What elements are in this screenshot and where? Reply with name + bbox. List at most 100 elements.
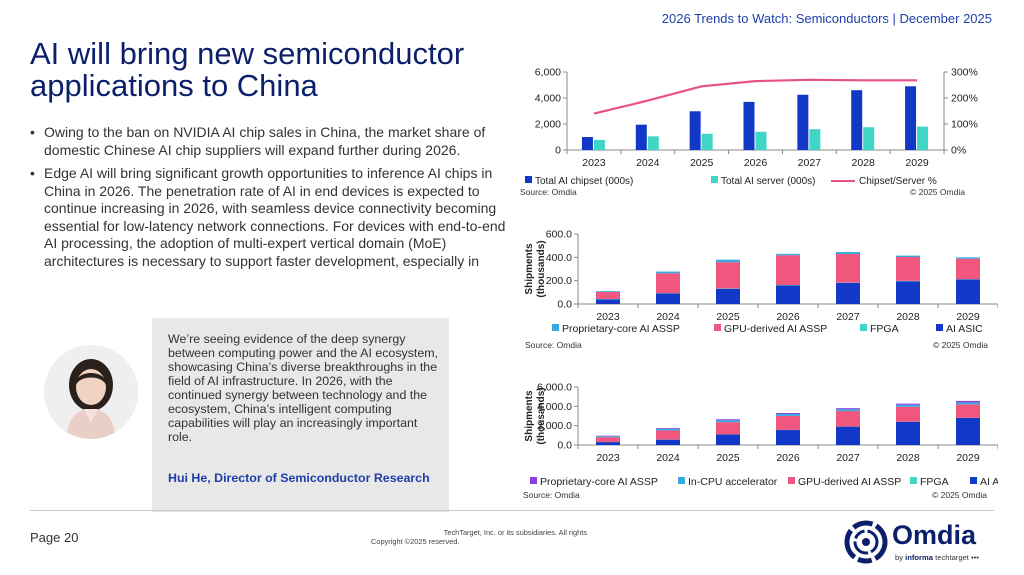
chart-ai-chipset-vs-server: 0 2,000 4,000 6,000 2023 2024 2025 2026 2027 2028…	[525, 67, 978, 187]
stacked-bar-segment	[716, 419, 740, 421]
stacked-bar-segment	[836, 283, 860, 304]
legend-label: In-CPU accelerator	[688, 476, 778, 488]
stacked-bar-segment	[716, 420, 740, 423]
y-tick-label: 200.0	[546, 275, 572, 287]
copyright-line: TechTarget, Inc. or its subsidiaries. Al…	[443, 528, 587, 537]
legend-label: Proprietary-core AI ASSP	[540, 476, 658, 488]
stacked-bar-segment	[656, 271, 680, 274]
stacked-bar-segment	[896, 403, 920, 405]
logo-wordmark: Omdia	[892, 520, 977, 550]
stacked-bar-segment	[656, 430, 680, 440]
stacked-bar-segment	[776, 413, 800, 414]
stacked-bar-segment	[656, 428, 680, 429]
legend-swatch	[910, 477, 917, 484]
legend-swatch	[678, 477, 685, 484]
x-tick-label: 2027	[798, 157, 822, 169]
y-axis-title-line: Shipments	[524, 390, 535, 442]
stacked-bar-segment	[896, 255, 920, 257]
bar-ai-chipset	[689, 111, 701, 150]
bar-ai-chipset	[851, 90, 863, 150]
stacked-bar-segment	[716, 422, 740, 435]
stacked-bar-segment	[956, 279, 980, 304]
legend-label: Total AI server (000s)	[721, 176, 815, 187]
x-tick-label: 2024	[656, 452, 680, 464]
bullet-marker: •	[30, 124, 35, 140]
legend-label: GPU-derived AI ASSP	[798, 476, 901, 488]
y-tick-label: 6,000.0	[537, 382, 572, 394]
x-tick-label: 2029	[956, 452, 980, 464]
chart3-source: Source: Omdia	[523, 490, 580, 500]
y-tick-label: 2,000.0	[537, 420, 572, 432]
report-header: 2026 Trends to Watch: Semiconductors | D…	[661, 11, 992, 26]
stacked-bar-segment	[956, 400, 980, 403]
y-tick-label: 4,000	[535, 93, 561, 105]
y2-tick-label: 0%	[951, 145, 966, 157]
quote-text: We’re seeing evidence of the deep synerg…	[168, 332, 438, 444]
bar-ai-server	[917, 126, 929, 150]
stacked-bar-segment	[836, 411, 860, 427]
line-chipset-server-ratio	[593, 78, 918, 115]
stacked-bar-segment	[656, 293, 680, 304]
bullet-item: • Owing to the ban on NVIDIA AI chip sale…	[30, 124, 515, 159]
stacked-bar-segment	[836, 408, 860, 410]
y-axis-title: Shipments (thousands)	[524, 240, 547, 297]
y-tick-label: 6,000	[535, 67, 561, 79]
stacked-bar-segment	[896, 404, 920, 407]
stacked-bar-segment	[596, 291, 620, 292]
y-tick-label: 0	[555, 145, 561, 157]
x-tick-label: 2028	[896, 311, 920, 323]
stacked-bar-segment	[596, 291, 620, 299]
legend-label: AI ASIC	[946, 323, 983, 335]
chart2-source: Source: Omdia	[525, 340, 582, 350]
chart2-copyright: © 2025 Omdia	[933, 340, 988, 350]
stacked-bar-segment	[896, 281, 920, 304]
bullet-text: Owing to the ban on NVIDIA AI chip sales…	[44, 124, 486, 158]
bar-ai-chipset	[743, 101, 755, 150]
footer-divider	[30, 510, 994, 511]
y2-tick-label: 300%	[951, 67, 978, 79]
chart-shipments-3: 0.0 2,000.0 4,000.0 6,000.0 2023 2024 2025 2026…	[524, 382, 998, 488]
bar-ai-server	[809, 129, 821, 150]
x-tick-label: 2029	[956, 311, 980, 323]
bullet-text: Edge AI will bring significant growth op…	[44, 165, 506, 269]
stacked-bar-segment	[836, 426, 860, 445]
stacked-bar-segment	[896, 421, 920, 445]
x-tick-label: 2025	[716, 452, 740, 464]
stacked-bar-segment	[596, 299, 620, 304]
stacked-bar-segment	[956, 402, 980, 405]
stacked-bar-segment	[596, 437, 620, 443]
stacked-bar-segment	[896, 256, 920, 281]
slide-title: AI will bring new semiconductor applicat…	[30, 36, 465, 103]
bullet-item: • Edge AI will bring significant growth o…	[30, 165, 515, 270]
x-tick-label: 2024	[656, 311, 680, 323]
stacked-bar-segment	[776, 413, 800, 416]
chart1-copyright: © 2025 Omdia	[910, 187, 965, 197]
stacked-bar-segment	[716, 262, 740, 289]
stacked-bar-segment	[596, 442, 620, 445]
stacked-bar-segment	[776, 255, 800, 285]
logo-tagline-prefix: by	[895, 553, 906, 562]
stacked-bar-segment	[776, 430, 800, 445]
x-tick-label: 2025	[690, 157, 714, 169]
bar-ai-chipset	[581, 137, 593, 150]
y2-tick-label: 200%	[951, 93, 978, 105]
legend-label: GPU-derived AI ASSP	[724, 323, 827, 335]
y2-tick-label: 100%	[951, 119, 978, 131]
chart1-source: Source: Omdia	[520, 187, 577, 197]
y-axis-title-line: (thousands)	[536, 240, 547, 297]
stacked-bar-segment	[956, 257, 980, 259]
legend-swatch	[552, 324, 559, 331]
chart-shipments-2: 0.0 200.0 400.0 600.0 2023 2024 2025 2026 2027 20…	[524, 229, 998, 335]
y-axis-title: Shipments (thousands)	[524, 387, 547, 444]
stacked-bar-segment	[776, 285, 800, 304]
x-tick-label: 2029	[905, 157, 929, 169]
logo-tagline-bold: informa	[905, 553, 933, 562]
stacked-bar-segment	[596, 436, 620, 438]
y-tick-label: 400.0	[546, 252, 572, 264]
y-tick-label: 600.0	[546, 229, 572, 241]
bullet-marker: •	[30, 165, 35, 181]
stacked-bar-segment	[956, 258, 980, 280]
quote-author: Hui He, Director of Semiconductor Resear…	[168, 471, 430, 485]
stacked-bar-segment	[716, 434, 740, 445]
avatar	[44, 345, 138, 439]
